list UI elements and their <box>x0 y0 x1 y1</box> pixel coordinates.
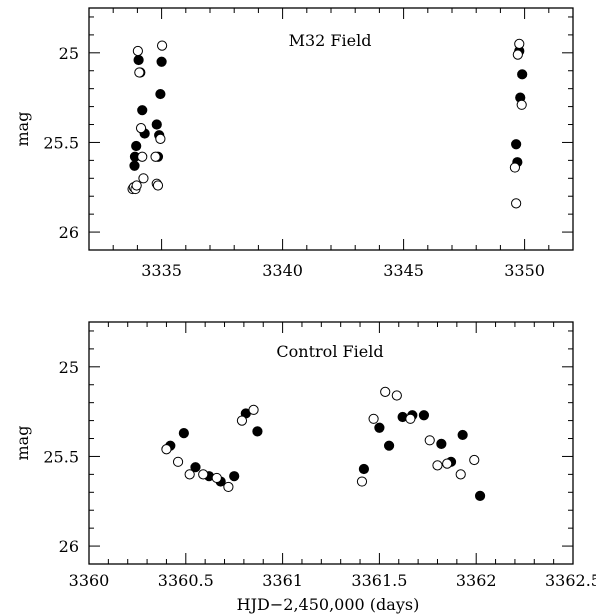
data-point-filled <box>383 440 395 451</box>
y-tick-label: 26 <box>59 537 79 556</box>
data-point-open <box>131 180 142 191</box>
data-point-filled <box>131 140 142 152</box>
x-tick-label: 3340 <box>262 261 303 280</box>
x-tick-label: 3361.5 <box>351 571 407 590</box>
data-point-open <box>161 444 172 455</box>
y-tick-label: 25 <box>59 44 79 63</box>
y-tick-label: 26 <box>59 223 79 242</box>
plot-frame <box>88 321 574 565</box>
x-tick-label: 3335 <box>141 261 182 280</box>
x-tick-label: 3360.5 <box>158 571 214 590</box>
chart-title: M32 Field <box>289 31 372 50</box>
data-point-filled <box>436 438 447 449</box>
data-point-open <box>405 413 416 424</box>
data-point-open <box>211 472 222 484</box>
data-point-open <box>198 469 209 480</box>
data-point-open <box>137 151 148 162</box>
y-axis-label: mag <box>13 112 32 147</box>
data-point-filled <box>418 410 430 421</box>
y-tick-label: 25.5 <box>43 133 79 152</box>
data-point-open <box>134 67 145 78</box>
data-point-open <box>184 469 195 480</box>
chart-panel-1: 3335 3340 3345 3350 25 25.5 26 mag M32 Field <box>13 7 574 280</box>
data-point-filled <box>457 429 468 441</box>
data-point-filled <box>511 139 522 150</box>
data-point-filled <box>229 471 240 482</box>
data-point-open <box>138 173 149 184</box>
data-point-open <box>514 38 525 49</box>
x-axis-label: HJD−2,450,000 (days) <box>237 595 420 614</box>
data-point-filled <box>517 69 528 80</box>
x-tick-label: 3362.5 <box>545 571 596 590</box>
data-point-open <box>516 99 527 110</box>
data-point-filled <box>156 56 167 67</box>
data-point-open <box>172 456 184 467</box>
x-tick-label: 3362 <box>456 571 497 590</box>
data-point-filled <box>190 462 201 473</box>
data-point-open <box>391 390 402 401</box>
data-point-filled <box>133 54 144 66</box>
x-tick-label: 3361 <box>262 571 303 590</box>
data-point-open <box>356 476 368 487</box>
data-point-open <box>248 404 259 415</box>
data-point-open <box>236 415 248 426</box>
x-tick-label: 3360 <box>69 571 110 590</box>
data-point-open <box>380 386 391 398</box>
data-point-open <box>432 460 443 471</box>
data-point-open <box>135 123 147 134</box>
data-point-open <box>156 40 168 51</box>
data-point-filled <box>474 490 486 501</box>
data-point-filled <box>129 160 140 171</box>
data-point-open <box>469 454 480 466</box>
data-point-filled <box>252 426 263 437</box>
data-point-filled <box>178 428 189 439</box>
data-point-open <box>368 413 379 424</box>
data-point-filled <box>151 119 162 130</box>
data-point-filled <box>137 105 148 116</box>
data-point-open <box>223 481 234 493</box>
x-tick-label: 3345 <box>383 261 424 280</box>
data-point-open <box>455 469 466 480</box>
data-point-filled <box>358 463 370 475</box>
data-point-open <box>442 458 453 469</box>
data-point-open <box>155 133 166 144</box>
chart-title: Control Field <box>276 342 383 361</box>
data-point-open <box>512 49 523 60</box>
chart-panel-2: 3360 3360.5 3361 3361.5 3362 3362.5 25 25.5 26 ma… <box>13 321 596 614</box>
data-point-open <box>132 45 143 57</box>
y-axis-label: mag <box>13 426 32 461</box>
y-tick-label: 25 <box>59 358 79 377</box>
y-tick-label: 25.5 <box>43 447 79 466</box>
data-point-open <box>509 162 521 173</box>
data-point-open <box>424 435 435 446</box>
x-tick-label: 3350 <box>504 261 545 280</box>
data-point-filled <box>155 88 166 100</box>
data-point-open <box>511 198 522 209</box>
data-point-filled <box>374 422 385 433</box>
data-point-open <box>152 180 164 191</box>
data-point-open <box>150 151 161 162</box>
